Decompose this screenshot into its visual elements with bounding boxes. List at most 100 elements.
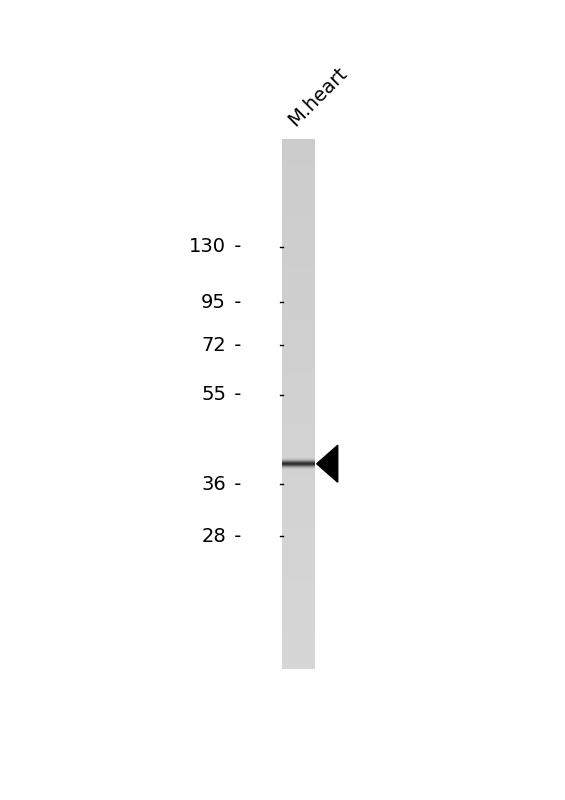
Bar (282, 166, 315, 167)
Bar (282, 258, 315, 259)
Bar (282, 425, 315, 427)
Bar (282, 577, 315, 579)
Bar (282, 296, 315, 298)
Bar (282, 635, 315, 637)
Bar (282, 524, 315, 526)
Bar (282, 582, 315, 584)
Bar (282, 480, 315, 482)
Bar (282, 443, 315, 445)
Bar (282, 542, 315, 543)
Bar (282, 446, 315, 448)
Bar (282, 256, 315, 258)
Bar (282, 227, 315, 229)
Bar (282, 173, 315, 174)
Bar (282, 335, 315, 337)
Bar (282, 597, 315, 598)
Bar (282, 618, 315, 619)
Bar (282, 634, 315, 635)
Bar (282, 614, 315, 616)
Bar (282, 322, 315, 325)
Bar (282, 489, 315, 490)
Bar (282, 501, 315, 503)
Bar (282, 632, 315, 634)
Bar (282, 434, 315, 436)
Bar (282, 581, 315, 582)
Bar (282, 602, 315, 603)
Text: M.heart: M.heart (285, 63, 351, 130)
Bar (282, 234, 315, 236)
Bar (282, 139, 315, 141)
Bar (282, 407, 315, 410)
Bar (282, 394, 315, 395)
Text: -: - (228, 336, 242, 355)
Bar (282, 214, 315, 215)
Bar (282, 208, 315, 210)
Bar (282, 461, 315, 462)
Bar (282, 262, 315, 265)
Bar (282, 325, 315, 326)
Bar (282, 247, 315, 249)
Bar (282, 404, 315, 406)
Bar (282, 328, 315, 330)
Bar (282, 397, 315, 398)
Bar (282, 411, 315, 413)
Bar (282, 307, 315, 309)
Bar (282, 186, 315, 189)
Text: 130: 130 (189, 238, 226, 257)
Bar (282, 183, 315, 185)
Bar (282, 388, 315, 390)
Bar (282, 455, 315, 457)
Bar (282, 154, 315, 155)
Bar (282, 651, 315, 653)
Bar (282, 494, 315, 496)
Bar (282, 198, 315, 199)
Text: 95: 95 (201, 293, 226, 312)
Bar (282, 462, 315, 464)
Bar (282, 466, 315, 467)
Bar (282, 196, 315, 198)
Bar (282, 395, 315, 397)
Text: -: - (228, 238, 242, 257)
Bar (282, 427, 315, 429)
Bar (282, 552, 315, 554)
Bar (282, 231, 315, 233)
Bar (282, 201, 315, 202)
Bar (282, 217, 315, 218)
Bar (282, 622, 315, 623)
Bar (282, 215, 315, 217)
Bar (282, 572, 315, 574)
Bar (282, 630, 315, 632)
Bar (282, 287, 315, 290)
Bar (282, 550, 315, 552)
Bar (282, 378, 315, 379)
Bar (282, 398, 315, 401)
Bar (282, 628, 315, 630)
Bar (282, 653, 315, 654)
Bar (282, 370, 315, 372)
Bar (282, 517, 315, 518)
Bar (282, 486, 315, 487)
Bar (282, 537, 315, 538)
Bar (282, 637, 315, 639)
Bar (282, 657, 315, 658)
Bar (282, 199, 315, 201)
Bar (282, 639, 315, 641)
Bar (282, 438, 315, 439)
Bar (282, 386, 315, 388)
Bar (282, 503, 315, 505)
Bar (282, 347, 315, 350)
Bar (282, 145, 315, 146)
Bar (282, 385, 315, 386)
Bar (282, 522, 315, 524)
Bar (282, 477, 315, 478)
Bar (282, 275, 315, 277)
Bar (282, 642, 315, 644)
Bar (282, 448, 315, 450)
Bar (282, 450, 315, 452)
Bar (282, 482, 315, 483)
Bar (282, 338, 315, 341)
Bar (282, 648, 315, 650)
Bar (282, 641, 315, 642)
Bar (282, 499, 315, 501)
Bar (282, 594, 315, 597)
